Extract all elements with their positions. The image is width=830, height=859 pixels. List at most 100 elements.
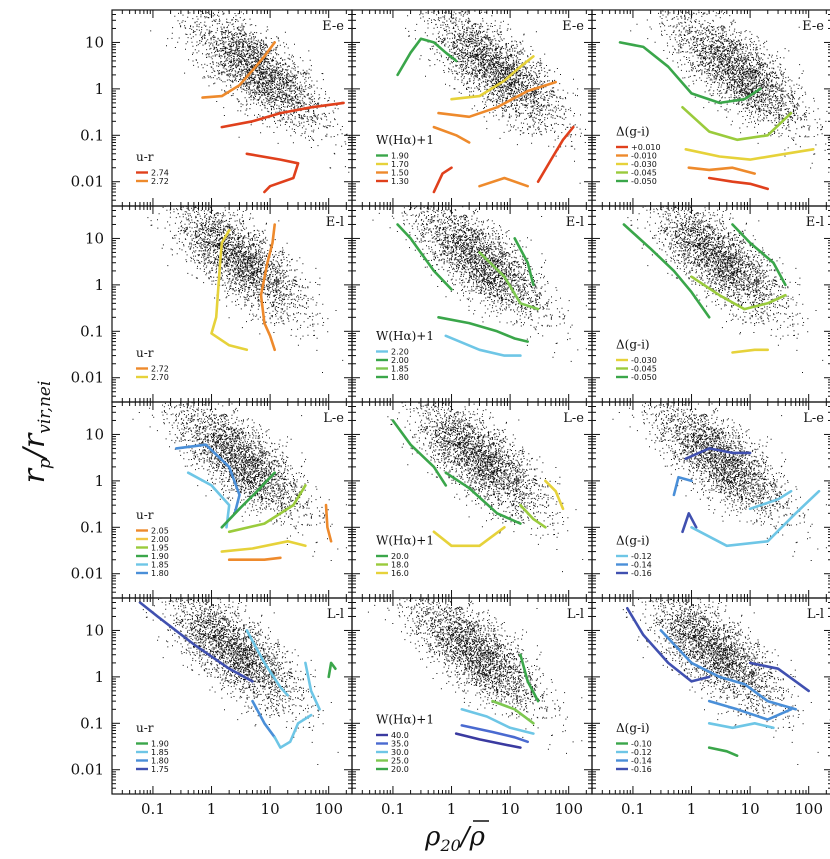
legend: Δ(g-i) -0.12-0.14-0.16 (614, 534, 652, 579)
legend-value: 2.70 (151, 373, 169, 382)
y-label-r: r (17, 467, 52, 483)
scatter-dots (405, 10, 586, 184)
legend-value: -0.050 (631, 177, 657, 186)
scatter-points (612, 402, 827, 561)
contour-line (432, 166, 453, 194)
panel-E-l-1: 0.01 0.1 1 10 E-l u-r 2.722.70 (71, 205, 353, 403)
legend-value: -0.045 (631, 365, 657, 374)
legend-value: 1.80 (151, 757, 169, 766)
scatter-points (147, 206, 344, 373)
legend: Δ(g-i) -0.10-0.12-0.14-0.16 (614, 721, 652, 775)
legend-title: Δ(g-i) (616, 338, 650, 352)
contour-line (220, 101, 345, 129)
panel-tag: L-l (567, 607, 584, 622)
y-tick-label: 1 (94, 80, 104, 98)
contour-line (175, 443, 241, 515)
contour-line (684, 447, 752, 460)
panel-tag: E-l (806, 215, 824, 230)
contour-line (220, 540, 307, 553)
contour-line (432, 125, 471, 144)
scatter-points (627, 206, 824, 373)
legend-value: -0.030 (631, 160, 657, 169)
panel-grid: 0.010.1110E-eu-r2.742.72E-eW(Hα)+11.901.… (71, 9, 830, 818)
y-label-slash: / (17, 445, 52, 461)
contour-line (460, 708, 535, 735)
contour-line (454, 732, 522, 749)
contour-line (245, 152, 300, 194)
y-tick-label: 10 (85, 621, 104, 639)
contour-line (707, 746, 739, 757)
panel-E-e-1: 0.01 0.1 1 10 E-e u-r 2.742.72 (71, 9, 353, 207)
contour-line (327, 661, 337, 679)
x-tick-label: 0.1 (141, 800, 165, 818)
panel-tag: E-e (562, 19, 584, 34)
y-tick-label: 0.01 (71, 369, 104, 387)
x-tick-label: 100 (554, 800, 583, 818)
legend-title: W(Hα)+1 (376, 329, 434, 343)
contour-line (690, 275, 787, 311)
contour-line (227, 484, 307, 534)
legend: Δ(g-i) -0.030-0.045-0.050 (614, 338, 657, 383)
legend-value: -0.16 (631, 765, 652, 774)
legend-value: 2.05 (151, 527, 169, 536)
x-tick-label: 1 (687, 800, 697, 818)
scatter-dots (132, 402, 347, 561)
legend-value: -0.050 (631, 373, 657, 382)
y-axis-label: rp/rvir,nei (17, 381, 55, 484)
panel-L-e-2: L-e W(Hα)+1 20.018.016.0 (351, 401, 593, 599)
x-tick-label: 100 (314, 800, 343, 818)
legend-title: Δ(g-i) (616, 125, 650, 139)
panel-frame (591, 597, 830, 795)
legend: u-r 2.742.72 (134, 150, 169, 187)
panel-L-e-3: L-e Δ(g-i) -0.12-0.14-0.16 (591, 401, 830, 599)
panel-tag: E-e (802, 19, 824, 34)
legend: W(Hα)+1 2.202.001.851.80 (374, 329, 434, 383)
panel-tag: L-e (323, 411, 344, 426)
panel-tag: L-l (327, 607, 344, 622)
legend-value: 1.85 (151, 748, 169, 757)
legend-value: 20.0 (391, 552, 409, 561)
legend-value: 1.75 (151, 765, 169, 774)
legend-value: 1.90 (151, 740, 169, 749)
legend-value: 1.80 (391, 373, 409, 382)
contour-line (138, 601, 254, 683)
legend-value: -0.12 (631, 552, 652, 561)
legend-value: 1.90 (151, 552, 169, 561)
y-tick-label: 0.1 (80, 322, 104, 340)
contour-line (687, 166, 756, 175)
legend-value: -0.10 (631, 740, 652, 749)
scatter-dots (142, 598, 352, 765)
legend: W(Hα)+1 40.035.030.025.020.0 (374, 713, 434, 775)
legend-title: u-r (136, 346, 154, 360)
legend-title: u-r (136, 721, 154, 735)
legend-title: Δ(g-i) (616, 721, 650, 735)
legend-value: +0.010 (631, 143, 661, 152)
panel-E-l-3: E-l Δ(g-i) -0.030-0.045-0.050 (591, 205, 830, 403)
contour-line (690, 489, 821, 548)
contour-line (626, 607, 711, 683)
y-tick-label: 0.1 (80, 126, 104, 144)
legend-title: Δ(g-i) (616, 534, 650, 548)
contour-line (273, 713, 313, 749)
y-tick-label: 0.1 (80, 714, 104, 732)
contour-line (707, 699, 793, 721)
legend-value: 1.50 (391, 169, 409, 178)
contour-line (478, 251, 540, 311)
contour-line (622, 223, 711, 319)
contour-line (731, 223, 787, 287)
legend-value: 2.20 (391, 348, 409, 357)
contour-line (201, 41, 276, 99)
legend-value: -0.045 (631, 169, 657, 178)
legend-value: 2.74 (151, 169, 169, 178)
legend-title: W(Hα)+1 (376, 534, 434, 548)
legend-title: W(Hα)+1 (376, 713, 434, 727)
axis-labels: rp/rvir,nei ρ20/ρ (17, 381, 489, 855)
legend-value: 1.80 (151, 569, 169, 578)
legend-value: 35.0 (391, 740, 409, 749)
contour-line (544, 479, 565, 511)
x-label-rhobar: ρ (469, 822, 486, 852)
y-label-sub-p: p (35, 458, 55, 469)
panel-E-e-3: E-e Δ(g-i) +0.010-0.010-0.030-0.045-0.050 (591, 9, 830, 207)
panel-L-l-1: 0.01 0.1 1 10 0.1 1 10 100 L-l u-r 1.901.851.801.7… (71, 597, 353, 818)
x-tick-label: 1 (447, 800, 457, 818)
